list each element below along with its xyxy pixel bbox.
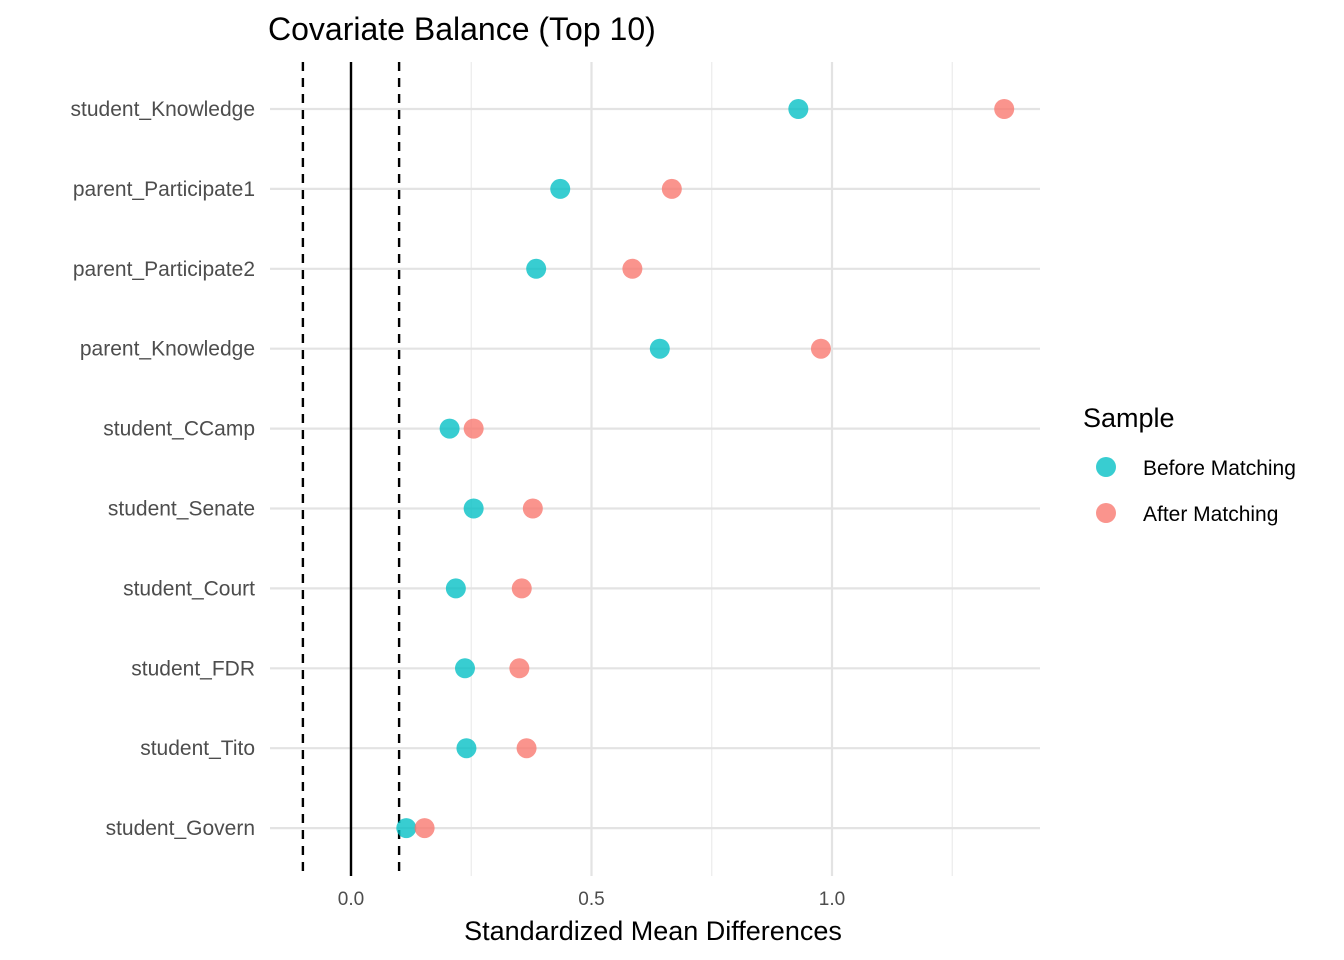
point-after-matching bbox=[994, 99, 1015, 119]
point-after-matching bbox=[414, 818, 435, 839]
point-after-matching bbox=[661, 178, 682, 199]
point-before-matching bbox=[649, 338, 670, 359]
point-before-matching bbox=[788, 99, 809, 119]
y-tick-label: parent_Knowledge bbox=[80, 338, 255, 361]
point-after-matching bbox=[516, 738, 537, 759]
y-tick-label: student_CCamp bbox=[103, 418, 255, 441]
point-before-matching bbox=[396, 818, 417, 839]
legend-key bbox=[1096, 503, 1116, 523]
y-tick-label: student_Govern bbox=[106, 817, 255, 840]
grid-layer bbox=[270, 62, 1040, 876]
legend-label: Before Matching bbox=[1143, 457, 1296, 480]
point-before-matching bbox=[439, 418, 460, 439]
legend: Sample Before Matching After Matching bbox=[1083, 403, 1296, 526]
point-before-matching bbox=[445, 578, 466, 599]
point-after-matching bbox=[810, 338, 831, 359]
x-axis-label: Standardized Mean Differences bbox=[464, 916, 842, 946]
point-before-matching bbox=[550, 178, 571, 199]
y-tick-label: parent_Participate1 bbox=[73, 178, 255, 201]
chart-title: Covariate Balance (Top 10) bbox=[268, 11, 656, 47]
point-after-matching bbox=[509, 658, 530, 679]
legend-label: After Matching bbox=[1143, 503, 1278, 526]
y-tick-label: student_Knowledge bbox=[71, 98, 255, 121]
point-after-matching bbox=[463, 418, 484, 439]
point-before-matching bbox=[456, 738, 477, 759]
y-tick-label: student_Court bbox=[123, 577, 255, 600]
point-before-matching bbox=[454, 658, 475, 679]
y-tick-label: student_Senate bbox=[108, 498, 255, 521]
y-tick-label: student_Tito bbox=[140, 737, 255, 760]
point-after-matching bbox=[522, 498, 543, 519]
point-after-matching bbox=[511, 578, 532, 599]
x-axis-tick-labels: 0.0 0.5 1.0 bbox=[338, 889, 845, 910]
y-tick-label: parent_Participate2 bbox=[73, 258, 255, 281]
x-tick-label: 1.0 bbox=[819, 889, 845, 910]
data-points bbox=[396, 99, 1015, 839]
reference-lines bbox=[301, 62, 401, 876]
legend-key bbox=[1096, 457, 1116, 477]
y-tick-label: student_FDR bbox=[131, 657, 255, 680]
y-axis-tick-labels: student_Knowledge parent_Participate1pare… bbox=[71, 98, 256, 840]
x-tick-label: 0.5 bbox=[578, 889, 604, 910]
point-before-matching bbox=[463, 498, 484, 519]
legend-title: Sample bbox=[1083, 403, 1175, 433]
x-tick-label: 0.0 bbox=[338, 889, 364, 910]
point-before-matching bbox=[526, 258, 547, 279]
point-after-matching bbox=[622, 258, 643, 279]
